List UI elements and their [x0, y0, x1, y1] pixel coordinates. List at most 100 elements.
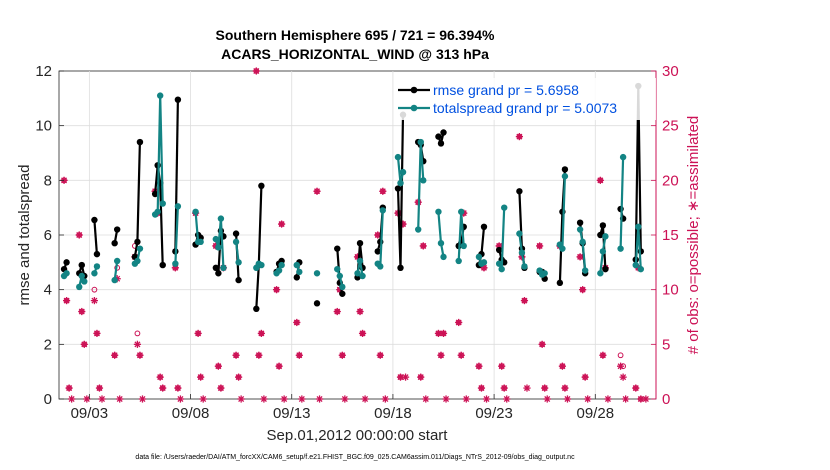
assimilated-obs-marker [60, 176, 68, 184]
totalspread-line-segment [214, 217, 225, 268]
totalspread-point [336, 272, 343, 280]
possible-obs-marker [91, 286, 98, 293]
x-tick-label: 09/28 [577, 405, 615, 422]
assimilated-obs-marker [95, 384, 104, 392]
rmse-point [602, 265, 609, 273]
chart-title-line1: Southern Hemisphere 695 / 721 = 96.394% [216, 27, 496, 43]
totalspread-point [334, 265, 341, 273]
assimilated-obs-marker [434, 329, 443, 337]
rmse-point [313, 300, 321, 307]
assimilated-obs-marker [596, 176, 604, 184]
rmse-point [151, 190, 159, 198]
assimilated-obs-marker [439, 329, 448, 337]
assimilated-obs-marker [520, 297, 529, 305]
rmse-point [215, 270, 222, 277]
legend: rmse grand pr = 5.6958 totalspread grand… [398, 78, 656, 120]
y-right-tick-label: 0 [662, 391, 670, 408]
assimilated-obs-marker [333, 307, 341, 316]
x-tick-label: 09/08 [172, 405, 210, 422]
rmse-point [91, 216, 98, 224]
assimilated-obs-marker [584, 395, 592, 403]
legend-marker-rmse [410, 86, 418, 94]
totalspread-point [215, 244, 222, 251]
assimilated-obs-marker [159, 384, 167, 392]
assimilated-obs-marker [376, 351, 384, 359]
totalspread-point [113, 257, 121, 265]
assimilated-obs-marker [599, 351, 607, 359]
totalspread-point [518, 249, 526, 256]
totalspread-point [437, 240, 445, 247]
assimilated-obs-marker [541, 384, 549, 392]
assimilated-obs-marker [437, 351, 445, 359]
assimilated-obs-marker [361, 395, 369, 403]
assimilated-obs-marker [632, 384, 640, 392]
legend-marker-totalspread [410, 104, 418, 112]
rmse-point [111, 240, 118, 247]
totalspread-point [174, 203, 182, 210]
rmse-point [356, 240, 364, 247]
rmse-point [597, 231, 604, 239]
totalspread-point [232, 238, 240, 246]
rmse-point [516, 188, 523, 195]
rmse-point [63, 259, 70, 266]
totalspread-point [480, 259, 488, 266]
assimilated-obs-marker [619, 373, 627, 381]
totalspread-point [417, 138, 424, 146]
assimilated-obs-marker [616, 362, 625, 370]
rmse-point [599, 222, 607, 229]
assimilated-obs-marker [396, 373, 405, 381]
totalspread-point [435, 208, 442, 215]
totalspread-point [377, 263, 384, 270]
assimilated-obs-marker [78, 307, 86, 316]
rmse-point [561, 166, 569, 173]
totalspread-point [475, 253, 483, 261]
totalspread-point [339, 283, 346, 291]
assimilated-obs-marker [500, 384, 508, 392]
totalspread-point [516, 230, 523, 237]
totalspread-line-segment [619, 157, 625, 249]
legend-label-totalspread: totalspread grand pr = 5.0073 [433, 100, 617, 116]
rmse-point [394, 185, 402, 192]
assimilated-obs-marker [75, 231, 83, 239]
y-left-tick-label: 10 [35, 118, 52, 135]
assimilated-obs-marker [298, 395, 306, 403]
possible-obs-marker [134, 330, 141, 337]
totalspread-point [581, 267, 589, 274]
assimilated-obs-marker [174, 384, 182, 392]
totalspread-point [599, 248, 607, 255]
totalspread-point [440, 253, 447, 261]
assimilated-obs-marker [214, 362, 222, 370]
totalspread-line-segment [235, 241, 240, 263]
assimilated-obs-marker [65, 384, 73, 392]
rmse-point [159, 261, 166, 269]
rmse-point [556, 279, 564, 287]
assimilated-obs-marker [379, 187, 387, 195]
rmse-point [235, 276, 242, 284]
rmse-point [397, 264, 404, 271]
totalspread-point [579, 238, 586, 246]
rmse-point [440, 129, 447, 136]
assimilated-obs-marker [176, 395, 185, 403]
totalspread-point [354, 270, 361, 277]
possible-obs-marker [617, 352, 624, 359]
totalspread-point [501, 204, 508, 211]
totalspread-point [192, 208, 199, 215]
totalspread-point [559, 245, 566, 252]
rmse-point [435, 133, 442, 140]
y-left-tick-label: 12 [35, 63, 52, 80]
totalspread-point [498, 265, 505, 273]
assimilated-obs-marker [462, 395, 470, 403]
totalspread-point [278, 261, 285, 269]
totalspread-point [296, 268, 303, 276]
assimilated-obs-marker [338, 351, 346, 359]
assimilated-obs-marker [313, 187, 321, 195]
totalspread-point [602, 233, 609, 240]
rmse-point [232, 230, 240, 237]
legend-label-rmse: rmse grand pr = 5.6958 [433, 82, 579, 98]
totalspread-point [635, 223, 642, 230]
totalspread-point [91, 270, 98, 277]
axes: 09/03 09/08 09/13 09/18 09/23 09/28 0 2 4 6 8 10 12 0… [35, 63, 678, 422]
assimilated-obs-marker [442, 395, 450, 403]
assimilated-obs-marker [275, 362, 283, 370]
